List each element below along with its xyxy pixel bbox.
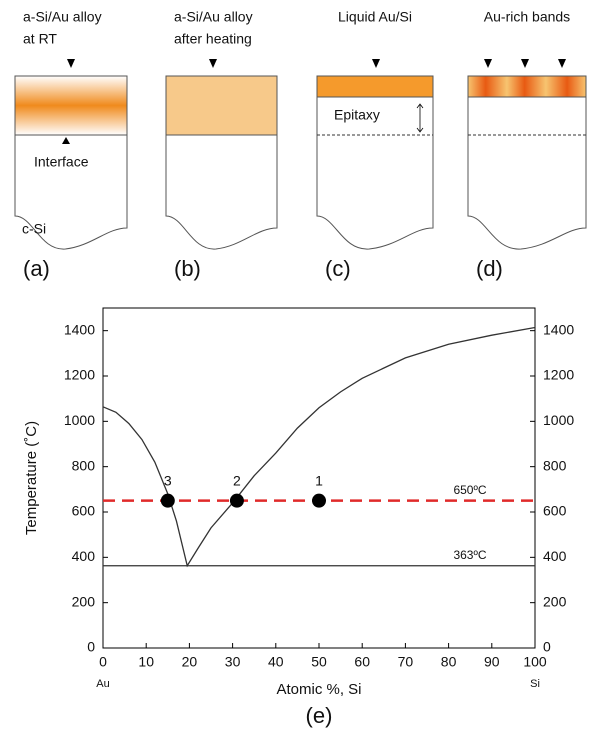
panel-caption: after heating (174, 31, 252, 47)
alloy-layer (467, 75, 587, 98)
arrow (558, 59, 566, 68)
y2-tick-label: 1000 (543, 412, 574, 428)
x-tick-label: 40 (268, 654, 284, 670)
y2-tick-label: 200 (543, 593, 567, 609)
annotation: Interface (34, 154, 89, 170)
panel-caption: a-Si/Au alloy (174, 9, 253, 25)
annotation: c-Si (22, 221, 46, 237)
alloy-layer (165, 75, 278, 136)
x-tick-label: 60 (354, 654, 370, 670)
panel-caption: a-Si/Au alloy (23, 9, 102, 25)
x-tick-label: 50 (311, 654, 327, 670)
x-end-label: Si (530, 678, 540, 690)
y-tick-label: 1200 (64, 367, 95, 383)
panel-tag: (b) (174, 256, 201, 281)
panel-caption: at RT (23, 31, 57, 47)
point (160, 493, 175, 508)
point-label: 3 (164, 472, 172, 488)
arrow (484, 59, 492, 68)
x-tick-label: 30 (225, 654, 241, 670)
panel-tag: (c) (325, 256, 351, 281)
panel-caption: Au-rich bands (484, 9, 570, 25)
y2-tick-label: 0 (543, 639, 551, 655)
y-tick-label: 800 (72, 457, 96, 473)
x-tick-label: 80 (441, 654, 457, 670)
substrate (316, 75, 434, 250)
reference-label: 363ºC (453, 548, 486, 562)
panel-caption: Liquid Au/Si (338, 9, 412, 25)
point-label: 1 (315, 472, 323, 488)
point-label: 2 (233, 472, 241, 488)
x-tick-label: 20 (182, 654, 198, 670)
chart-title: (e) (306, 703, 333, 728)
arrow (67, 59, 75, 68)
annotation: Epitaxy (334, 107, 380, 123)
arrow (521, 59, 529, 68)
y2-tick-label: 600 (543, 503, 567, 519)
x-end-label: Au (96, 678, 109, 690)
alloy-layer (14, 75, 128, 136)
x-tick-label: 70 (398, 654, 414, 670)
y-tick-label: 600 (72, 503, 96, 519)
y-tick-label: 0 (87, 639, 95, 655)
panel-tag: (a) (23, 256, 50, 281)
y2-tick-label: 1200 (543, 367, 574, 383)
reference-label: 650ºC (453, 483, 486, 497)
x-axis-label: Atomic %, Si (276, 681, 361, 698)
point (312, 493, 326, 508)
arrow (209, 59, 217, 68)
epitaxy-arrow (416, 103, 424, 133)
x-tick-label: 90 (484, 654, 500, 670)
y2-tick-label: 1400 (543, 321, 574, 337)
arrow (372, 59, 380, 68)
panel-tag: (d) (476, 256, 503, 281)
alloy-layer (316, 75, 434, 98)
y-tick-label: 1400 (64, 321, 95, 337)
y-tick-label: 1000 (64, 412, 95, 428)
point (229, 493, 244, 508)
y-tick-label: 200 (72, 593, 96, 609)
y-tick-label: 400 (72, 548, 96, 564)
x-tick-label: 10 (138, 654, 154, 670)
x-tick-label: 100 (523, 654, 547, 670)
substrate (467, 75, 587, 250)
y2-tick-label: 400 (543, 548, 567, 564)
liquidus-line (102, 326, 536, 568)
y2-tick-label: 800 (543, 457, 567, 473)
interface-arrow (62, 137, 70, 144)
y-axis-label: Temperature (˚C) (23, 421, 40, 535)
x-tick-label: 0 (99, 654, 107, 670)
